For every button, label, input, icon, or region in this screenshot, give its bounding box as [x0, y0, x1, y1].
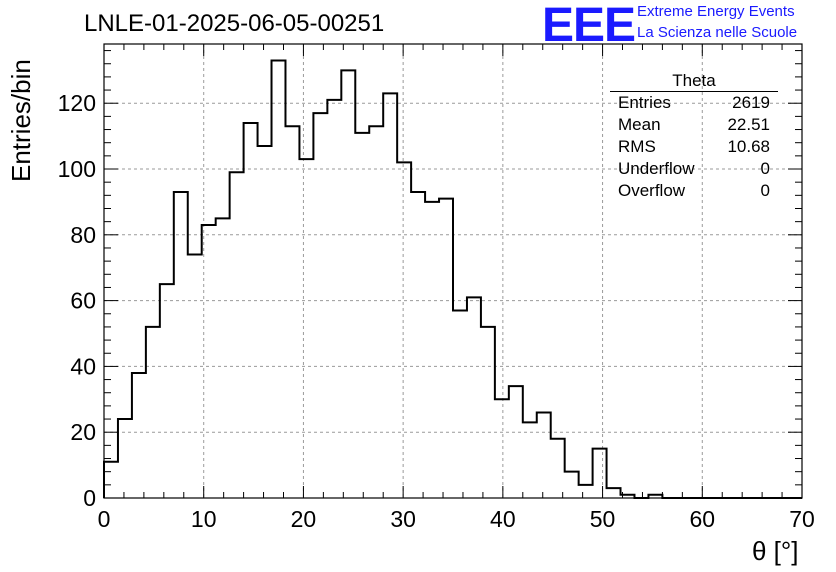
x-tick-label: 40 [490, 506, 516, 532]
x-tick-label: 50 [590, 506, 616, 532]
plot-frame [103, 43, 803, 499]
stats-value: 0 [760, 159, 770, 178]
stats-value: 22.51 [727, 115, 770, 134]
y-tick-label: 120 [58, 90, 96, 116]
stats-row-rms: RMS 10.68 [610, 136, 778, 158]
y-axis-label: Entries/bin [6, 59, 36, 182]
stats-row-overflow: Overflow 0 [610, 180, 778, 202]
x-tick-label: 30 [390, 506, 416, 532]
stats-label: Overflow [618, 181, 686, 200]
y-tick-label: 60 [70, 288, 96, 314]
y-tick-label: 100 [58, 156, 96, 182]
stats-value: 0 [760, 181, 770, 200]
chart-title: LNLE-01-2025-06-05-00251 [84, 10, 385, 37]
x-tick-label: 70 [789, 506, 815, 532]
logo-line-2: La Scienza nelle Scuole [637, 24, 798, 41]
stats-row-mean: Mean 22.51 [610, 114, 778, 136]
x-axis-label: θ [°] [752, 536, 799, 566]
stats-row-entries: Entries 2619 [610, 92, 778, 114]
y-tick-label: 40 [70, 353, 96, 379]
y-tick-label: 20 [70, 419, 96, 445]
stats-label: RMS [618, 137, 656, 156]
stats-label: Entries [618, 93, 671, 112]
x-tick-label: 10 [191, 506, 217, 532]
y-tick-label: 80 [70, 222, 96, 248]
x-tick-label: 60 [689, 506, 715, 532]
histogram-series [103, 59, 802, 499]
x-tick-label: 0 [98, 506, 111, 532]
stats-label: Mean [618, 115, 661, 134]
stats-label: Underflow [618, 159, 695, 178]
y-tick-label: 0 [83, 485, 96, 511]
eee-logo: EEE [542, 0, 636, 52]
logo-line-1: Extreme Energy Events [637, 3, 795, 20]
stats-box: Theta Entries 2619 Mean 22.51 RMS 10.68 … [610, 70, 778, 202]
stats-title: Theta [610, 70, 778, 92]
stats-row-underflow: Underflow 0 [610, 158, 778, 180]
stats-value: 2619 [732, 93, 770, 112]
x-tick-label: 20 [291, 506, 317, 532]
stats-value: 10.68 [727, 137, 770, 156]
